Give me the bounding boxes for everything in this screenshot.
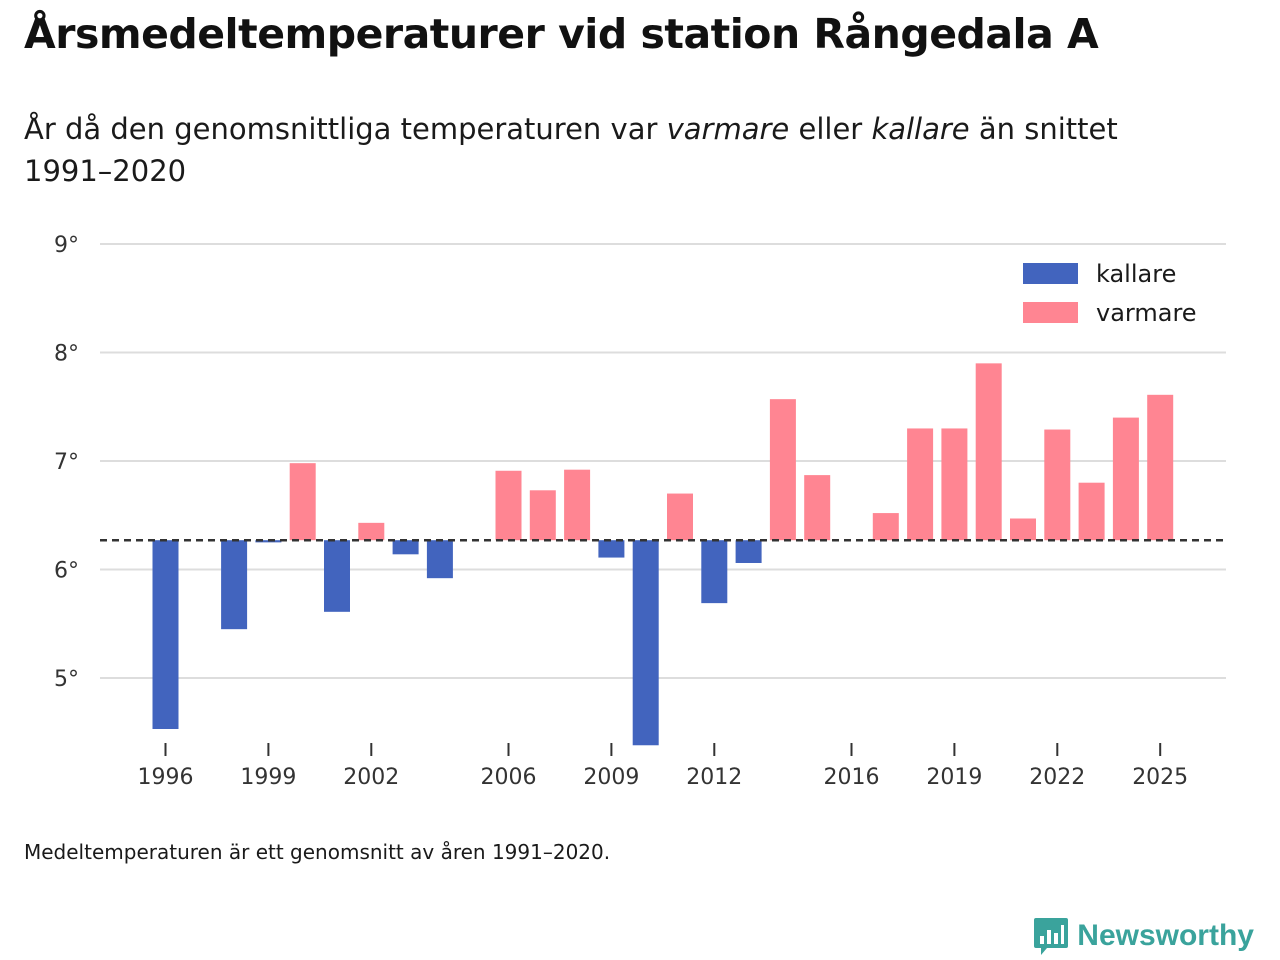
legend-swatch-kallare — [1023, 263, 1078, 284]
grid-lines — [100, 243, 1226, 679]
bar-2007[interactable] — [529, 490, 556, 541]
x-tick-label-2006: 2006 — [481, 765, 537, 790]
newsworthy-chart-icon — [1034, 918, 1069, 955]
x-tick-label-1999: 1999 — [240, 765, 296, 790]
subtitle-cold-word: kallare — [871, 112, 970, 146]
bar-2020[interactable] — [975, 363, 1002, 541]
bar-2022[interactable] — [1044, 429, 1071, 541]
y-tick-label-9: 9° — [54, 233, 79, 258]
legend-label-kallare: kallare — [1096, 260, 1176, 288]
legend: kallare varmare — [1023, 260, 1197, 327]
footnote: Medeltemperaturen är ett genomsnitt av å… — [24, 840, 611, 864]
brand-logo[interactable]: Newsworthy — [1033, 916, 1254, 956]
bar-2011[interactable] — [667, 493, 693, 541]
bar-2018[interactable] — [907, 428, 934, 541]
subtitle-text-mid: eller — [789, 112, 872, 146]
bar-1996[interactable] — [152, 540, 179, 729]
y-tick-label-5: 5° — [54, 667, 79, 692]
bar-2013[interactable] — [735, 540, 762, 563]
x-tick-label-2019: 2019 — [926, 765, 982, 790]
bars — [152, 363, 1174, 746]
bar-2001[interactable] — [324, 540, 350, 612]
y-axis-labels: 5° 6° 7° 8° 9° — [54, 233, 79, 692]
chart-subtitle: År då den genomsnittliga temperaturen va… — [24, 108, 1204, 192]
brand-name: Newsworthy — [1077, 919, 1254, 952]
temperature-bar-chart: 5° 6° 7° 8° 9° 1996 1999 2002 2006 2009 2012 2016 2… — [54, 233, 1226, 790]
x-axis: 1996 1999 2002 2006 2009 2012 2016 2019 2022 2025 — [138, 743, 1188, 790]
legend-swatch-varmare — [1023, 302, 1078, 323]
subtitle-warm-word: varmare — [666, 112, 790, 146]
x-tick-label-2002: 2002 — [343, 765, 399, 790]
bar-2012[interactable] — [701, 540, 728, 604]
bar-2017[interactable] — [872, 513, 899, 541]
bar-2000[interactable] — [289, 463, 316, 541]
bar-1998[interactable] — [221, 540, 248, 630]
bar-2023[interactable] — [1078, 482, 1105, 541]
x-tick-label-1996: 1996 — [138, 765, 194, 790]
bar-2008[interactable] — [564, 469, 591, 541]
x-tick-label-2022: 2022 — [1029, 765, 1085, 790]
x-tick-label-2012: 2012 — [686, 765, 742, 790]
bar-2002[interactable] — [358, 522, 385, 541]
bar-2025[interactable] — [1147, 394, 1174, 541]
x-tick-label-2016: 2016 — [824, 765, 880, 790]
bar-2015[interactable] — [804, 475, 831, 541]
subtitle-text-pre: År då den genomsnittliga temperaturen va… — [24, 112, 667, 146]
bar-2003[interactable] — [392, 540, 419, 555]
bar-2019[interactable] — [941, 428, 968, 541]
x-tick-label-2009: 2009 — [583, 765, 639, 790]
bar-2010[interactable] — [632, 540, 659, 746]
legend-label-varmare: varmare — [1096, 299, 1197, 327]
y-tick-label-7: 7° — [54, 450, 79, 475]
subtitle-text-post: än snittet 1991–2020 — [24, 112, 1118, 188]
chart-title: Årsmedeltemperaturer vid station Rångeda… — [24, 10, 1099, 58]
bar-2004[interactable] — [426, 540, 453, 579]
bar-2006[interactable] — [495, 470, 522, 541]
bar-2021[interactable] — [1010, 518, 1036, 541]
x-tick-label-2025: 2025 — [1132, 765, 1188, 790]
y-tick-label-8: 8° — [54, 342, 79, 367]
y-tick-label-6: 6° — [54, 559, 79, 584]
bar-2024[interactable] — [1112, 417, 1139, 541]
bar-2009[interactable] — [598, 540, 625, 558]
bar-2014[interactable] — [769, 399, 796, 541]
